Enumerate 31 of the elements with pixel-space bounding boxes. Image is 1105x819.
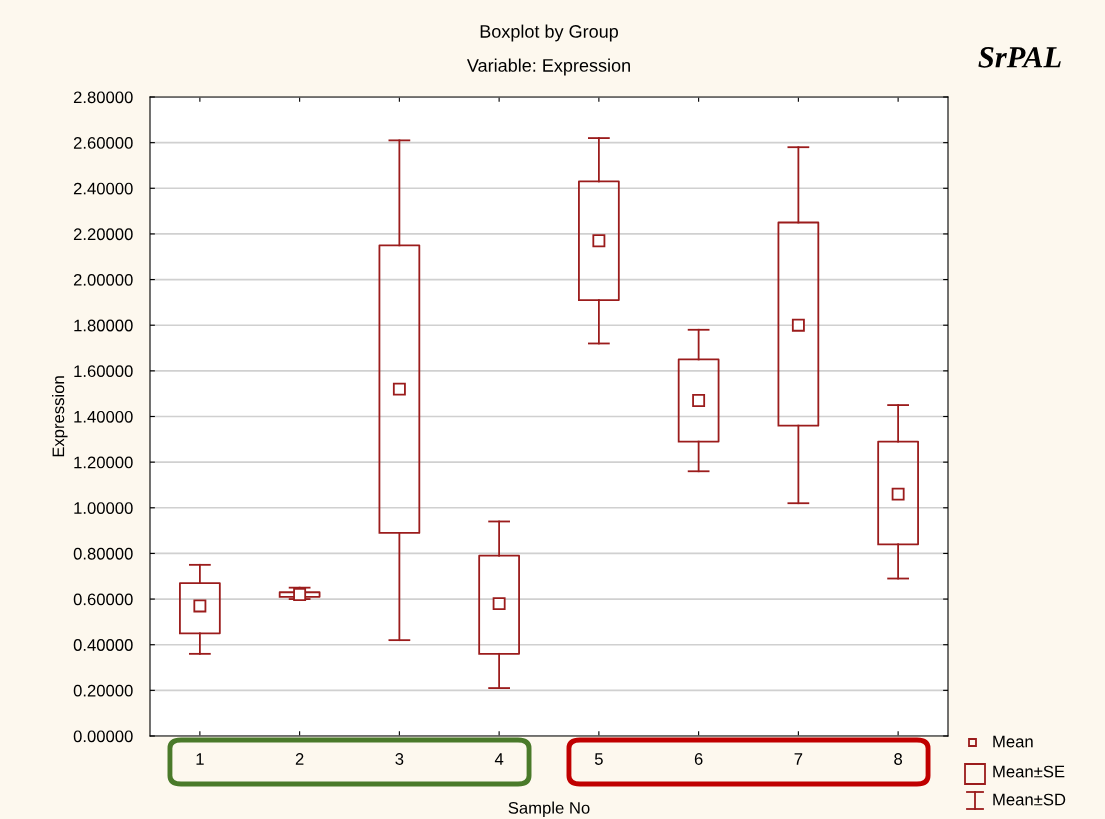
y-tick-label: 2.20000 <box>73 228 133 241</box>
y-tick-label: 0.40000 <box>73 639 133 651</box>
y-tick-label: 1.20000 <box>74 456 133 469</box>
x-tick-label: 8 <box>894 753 903 765</box>
y-tick-label: 1.00000 <box>74 502 133 514</box>
text: Mean <box>993 735 1033 748</box>
x-tick-label: 3 <box>395 753 404 765</box>
y-tick-label: 1.80000 <box>74 319 133 332</box>
text: Mean±SE <box>993 765 1065 778</box>
y-tick-label: 2.00000 <box>73 273 133 286</box>
y-tick-label: 0.80000 <box>73 547 133 560</box>
y-tick-label: 2.60000 <box>73 137 133 149</box>
text: SrPAL <box>978 47 1061 68</box>
x-tick-label: 4 <box>494 753 504 765</box>
y-axis-title: Expression <box>52 376 68 457</box>
x-tick-label: 6 <box>694 753 703 765</box>
chart-title: Boxplot by Group <box>480 24 618 42</box>
x-axis-title: Sample No <box>508 801 590 818</box>
y-tick-label: 0.20000 <box>73 684 133 697</box>
chart-subtitle: Variable: Expression <box>466 58 630 76</box>
x-tick-label: 5 <box>594 753 603 765</box>
y-tick-label: 2.40000 <box>73 182 133 195</box>
y-tick-label: 1.60000 <box>74 365 133 378</box>
y-tick-label: 2.80000 <box>73 91 133 104</box>
text: Mean±SD <box>993 793 1066 806</box>
x-tick-label: 2 <box>295 753 304 765</box>
y-tick-label: 1.40000 <box>74 410 133 423</box>
x-tick-label: 7 <box>794 753 803 765</box>
x-tick-label: 1 <box>196 753 204 765</box>
y-tick-label: 0.60000 <box>73 593 133 606</box>
y-tick-label: 0.00000 <box>73 730 133 743</box>
